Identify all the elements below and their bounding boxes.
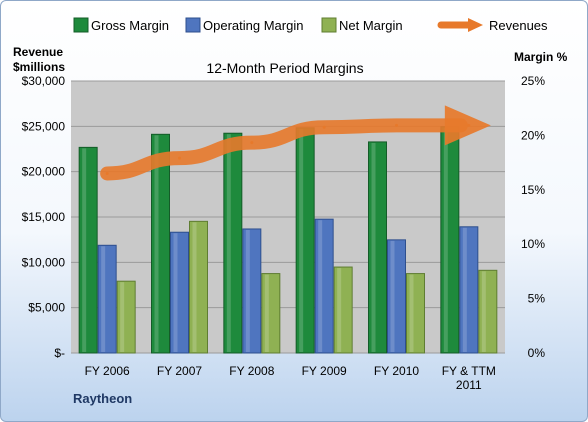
right-axis-tick-label: 15% [521, 183, 545, 197]
revenues-point [178, 156, 181, 160]
left-axis-tick-label: $20,000 [22, 165, 66, 179]
gross-margin-bar-highlight [154, 135, 159, 352]
right-axis-tick-label: 5% [528, 292, 546, 306]
left-axis-tick-label: $10,000 [22, 255, 66, 269]
left-axis-ticks: $- $5,000 $10,000 $15,000 $20,000 $25,000 $30,… [22, 74, 66, 360]
right-axis-title: Margin % [514, 50, 568, 64]
chart-title: 12-Month Period Margins [206, 60, 363, 76]
category-label: FY 2006 [85, 364, 130, 378]
net-margin-bar [333, 266, 353, 354]
operating-margin-bar-highlight [245, 229, 250, 352]
operating-margin-bar-highlight [318, 220, 323, 352]
gross-margin-bar-highlight [443, 127, 448, 352]
legend: Gross Margin Operating Margin Net Margin… [73, 17, 548, 33]
net-margin-bar [478, 269, 498, 354]
category-label: 2011 [456, 378, 482, 392]
gross-margin-bar-highlight [371, 142, 376, 352]
operating-margin-bar-highlight [462, 227, 467, 352]
legend-label-revenues: Revenues [489, 18, 548, 33]
company-label: Raytheon [73, 391, 132, 406]
right-axis-tick-label: 25% [521, 74, 545, 88]
category-labels: FY 2006 FY 2007 FY 2008 FY 2009 FY 2010 FY & … [85, 364, 496, 392]
operating-margin-bar [242, 228, 262, 354]
net-margin-bar-highlight [409, 274, 414, 352]
gross-margin-bar [368, 141, 387, 354]
operating-margin-bar [459, 226, 479, 354]
legend-label-net-margin: Net Margin [339, 18, 403, 33]
left-axis-tick-label: $30,000 [22, 74, 66, 88]
legend-arrowhead-revenues [468, 18, 483, 32]
left-axis-tick-label: $- [54, 346, 65, 360]
operating-margin-bar-highlight [101, 246, 106, 352]
left-axis-tick-label: $25,000 [22, 119, 66, 133]
net-margin-bar-highlight [120, 282, 125, 352]
gross-margin-bar [223, 132, 243, 354]
legend-swatch-operating-margin [185, 17, 201, 33]
net-margin-bar-highlight [337, 268, 342, 352]
gross-margin-bar [78, 146, 98, 354]
revenues-point [395, 123, 398, 127]
gross-margin-bar [151, 133, 170, 354]
left-axis-title-line1: Revenue [13, 45, 63, 59]
bars [78, 126, 498, 354]
net-margin-bar-highlight [264, 274, 269, 352]
revenues-point [105, 171, 109, 175]
legend-label-gross-margin: Gross Margin [91, 18, 169, 33]
legend-label-operating-margin: Operating Margin [203, 18, 303, 33]
legend-swatch-gross-margin [73, 17, 89, 33]
operating-margin-bar [97, 244, 117, 354]
net-margin-bar [189, 220, 208, 354]
left-axis-tick-label: $15,000 [22, 210, 66, 224]
left-axis-title-line2: $millions [13, 60, 65, 74]
gross-margin-bar [295, 127, 315, 354]
net-margin-bar-highlight [192, 222, 197, 352]
gross-margin-bar [440, 126, 460, 354]
revenues-point [250, 141, 254, 145]
operating-margin-bar [387, 239, 406, 354]
operating-margin-bar-highlight [173, 233, 178, 352]
category-label: FY 2007 [157, 364, 202, 378]
gross-margin-bar-highlight [299, 128, 304, 352]
right-axis-tick-label: 20% [521, 128, 545, 142]
revenues-point [322, 125, 326, 129]
right-axis-tick-label: 10% [521, 237, 545, 251]
net-margin-bar-highlight [481, 271, 486, 352]
right-axis-tick-label: 0% [528, 346, 546, 360]
net-margin-bar [406, 273, 425, 354]
revenues-point [467, 123, 471, 127]
net-margin-bar [261, 273, 281, 354]
net-margin-bar [116, 280, 136, 354]
gross-margin-bar-highlight [82, 148, 87, 352]
category-label: FY & TTM [442, 364, 496, 378]
revenues-line [100, 118, 468, 181]
operating-margin-bar [314, 218, 334, 354]
operating-margin-bar [170, 231, 189, 354]
right-axis-ticks: 0% 5% 10% 15% 20% 25% [521, 74, 545, 360]
left-axis-tick-label: $5,000 [28, 301, 65, 315]
gross-margin-bar-highlight [226, 134, 231, 352]
revenues-series [100, 105, 491, 181]
category-label: FY 2010 [374, 364, 419, 378]
category-label: FY 2009 [302, 364, 347, 378]
operating-margin-bar-highlight [390, 240, 395, 352]
category-label: FY 2008 [229, 364, 274, 378]
legend-swatch-net-margin [321, 17, 337, 33]
